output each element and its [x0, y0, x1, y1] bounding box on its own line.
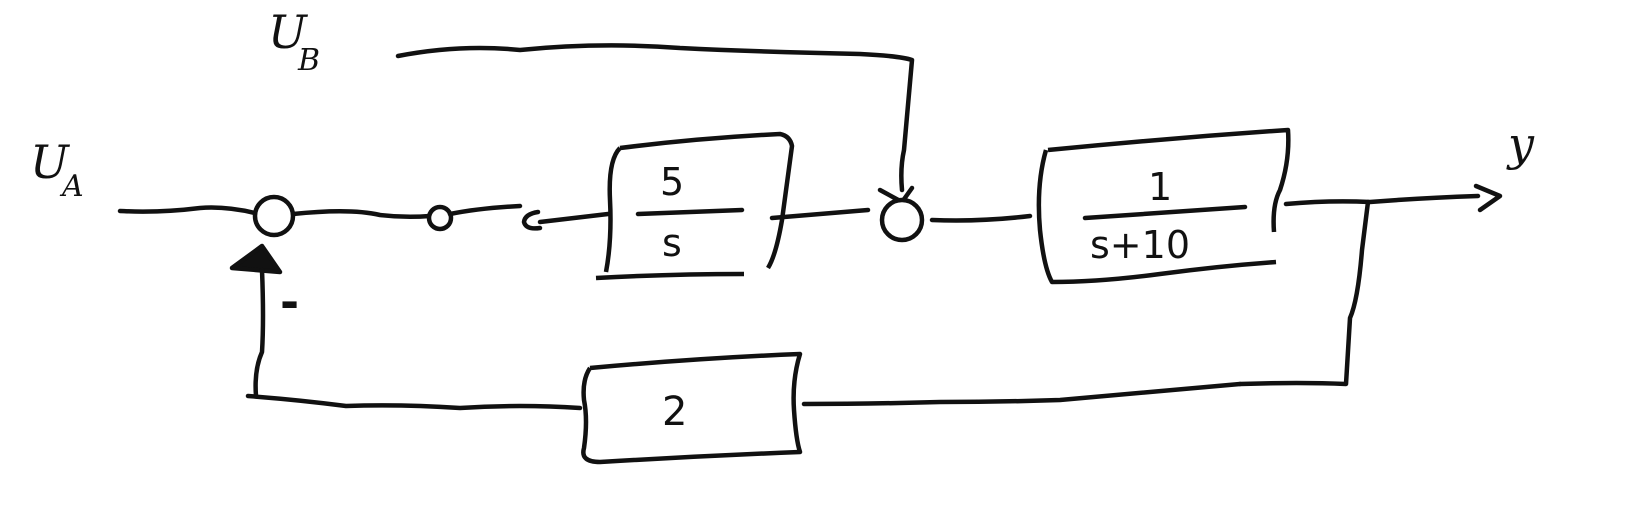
- feedback-gain: 2: [662, 389, 687, 435]
- input-label-ub: U B: [268, 5, 320, 78]
- switch-arm: [447, 203, 523, 217]
- switch-contact-left: [426, 204, 454, 232]
- plant-fraction-bar: [1082, 204, 1248, 221]
- wire-sum2-to-plant: [929, 213, 1033, 223]
- ua-subscript: A: [59, 169, 84, 204]
- plant-block: [1036, 127, 1291, 285]
- summing-junction: [252, 194, 296, 238]
- summing-junction-minus-sign: -: [280, 275, 299, 329]
- integrator-fraction-bar: [635, 207, 745, 217]
- feedback-arrowhead: [229, 243, 283, 275]
- output-label-y: y: [1506, 117, 1535, 171]
- wire-ub-to-sum2: [395, 43, 915, 193]
- plant-denominator: s+10: [1090, 223, 1190, 267]
- wire-plant-to-output: [1283, 193, 1481, 207]
- ub-subscript: B: [297, 43, 320, 78]
- plant-numerator: 1: [1148, 165, 1172, 209]
- summing-junction-2: [879, 197, 925, 243]
- wire-ua-to-sum: [117, 205, 258, 216]
- integrator-block: [595, 131, 795, 281]
- wire-integrator-to-sum2: [769, 207, 871, 221]
- input-label-ua: U A: [30, 135, 84, 204]
- integrator-denominator: s: [662, 221, 682, 265]
- switch-contact-right: [521, 209, 543, 231]
- wire-sum-to-switch: [290, 209, 433, 220]
- wire-pickoff-to-feedback-block: [801, 381, 1243, 407]
- wire-feedback-to-sum: [245, 393, 583, 411]
- wire-feedback-up-to-sum: [253, 267, 266, 399]
- feedback-block: [581, 351, 803, 465]
- integrator-numerator: 5: [660, 160, 684, 204]
- ua-letter: U: [30, 135, 71, 189]
- ub-letter: U: [268, 5, 309, 59]
- feedback-pickoff: [1237, 199, 1371, 387]
- output-arrowhead: [1473, 183, 1503, 213]
- wire-switch-to-integrator: [537, 211, 611, 225]
